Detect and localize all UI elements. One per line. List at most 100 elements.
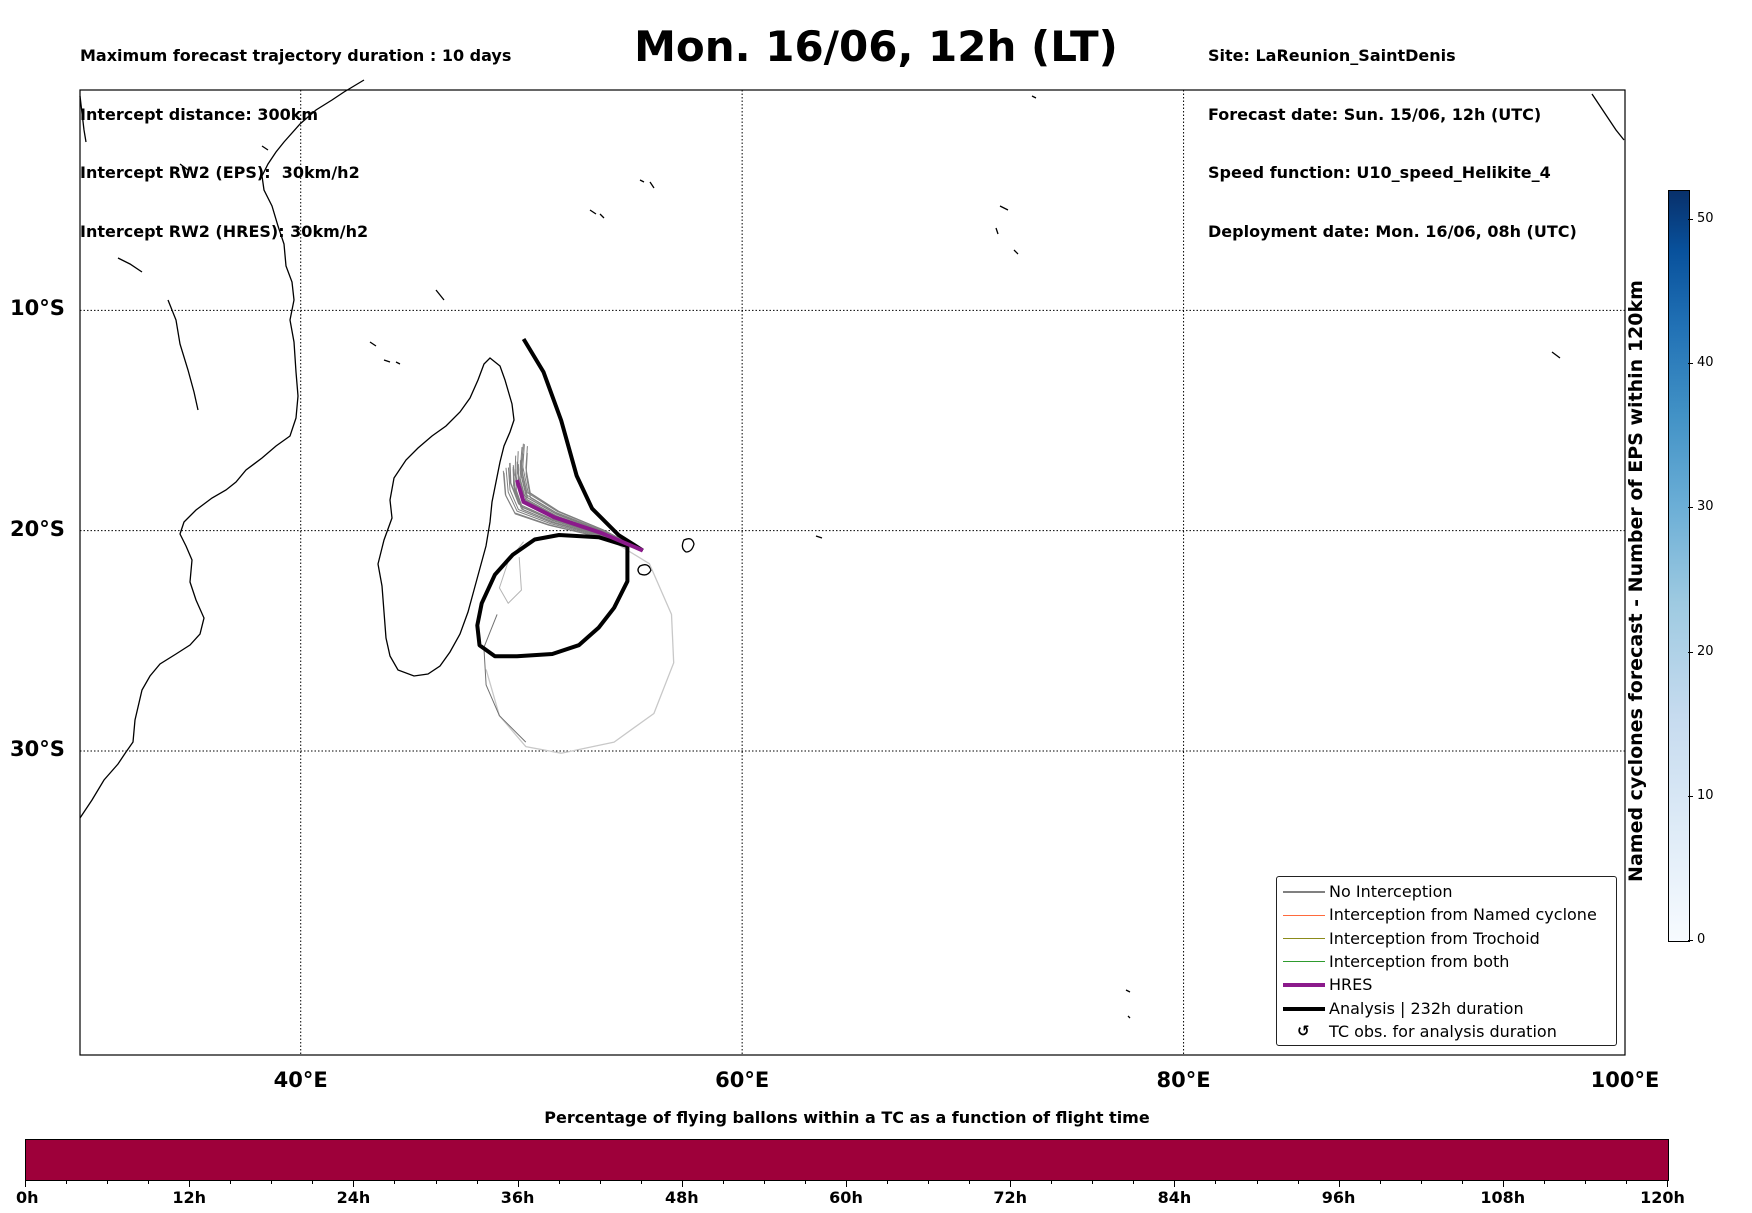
analysis-loop (475, 533, 630, 659)
horizontal-tick (271, 1180, 273, 1184)
vertical-tick-label: 0 (1697, 932, 1706, 947)
vertical-tick (1688, 507, 1693, 509)
comoros-islands (369, 289, 445, 365)
vertical-tick (1688, 795, 1693, 797)
legend-entry: No Interception (1277, 881, 1616, 904)
legend-swatch (1283, 983, 1325, 988)
header-line-duration: Maximum forecast trajectory duration : 1… (80, 46, 512, 65)
main-tracks (475, 337, 644, 659)
ensemble-long-track (485, 538, 675, 754)
header-line-distance: Intercept distance: 300km (80, 104, 319, 124)
zanzibar-islands (117, 145, 269, 273)
vertical-tick-label: 50 (1697, 210, 1714, 226)
horizontal-tick (599, 1180, 601, 1184)
horizontal-tick (1256, 1180, 1258, 1184)
horizontal-tick (804, 1180, 806, 1184)
seychelles-islands (589, 93, 1625, 255)
legend-label: Analysis | 232h duration (1329, 998, 1524, 1018)
legend-swatch (1283, 914, 1325, 916)
header-line-forecast-date: Forecast date: Sun. 15/06, 12h (UTC) (1208, 104, 1542, 124)
africa-coastline (79, 79, 365, 819)
coastlines (79, 79, 1625, 1019)
ensemble-tracks (483, 443, 675, 754)
legend-entry: ↺ TC obs. for analysis duration (1277, 1021, 1616, 1044)
latitude-label: 10°S (10, 296, 65, 321)
legend-label: No Interception (1329, 882, 1453, 901)
horizontal-tick (1379, 1180, 1381, 1184)
horizontal-tick (887, 1180, 889, 1184)
legend: No Interception Interception from Named c… (1276, 876, 1617, 1046)
legend-swatch (1283, 891, 1325, 893)
legend-label: Interception from both (1329, 951, 1510, 971)
legend-label: HRES (1329, 975, 1373, 995)
legend-swatch (1283, 938, 1325, 940)
legend-swatch (1283, 1006, 1325, 1011)
horizontal-tick (1667, 1180, 1668, 1187)
vertical-tick-label: 30 (1697, 499, 1714, 515)
longitude-label: 100°E (1590, 1068, 1660, 1092)
legend-entry: Interception from Named cyclone (1277, 904, 1616, 927)
latitude-label: 30°S (10, 736, 65, 761)
horizontal-tick (722, 1180, 724, 1184)
horizontal-tick (148, 1180, 150, 1184)
horizontal-tick-label: 24h (336, 1188, 371, 1207)
other-islands (815, 351, 1561, 1019)
horizontal-tick (312, 1180, 314, 1184)
horizontal-tick (1215, 1180, 1217, 1184)
horizontal-tick (1010, 1180, 1012, 1187)
horizontal-tick (25, 1180, 26, 1187)
vertical-colorbar-label: Named cyclones forecast - Number of EPS … (1625, 280, 1647, 882)
horizontal-tick (476, 1180, 478, 1184)
horizontal-tick (640, 1180, 642, 1184)
horizontal-tick (1051, 1180, 1053, 1184)
header-left-info: Maximum forecast trajectory duration : 1… (80, 7, 511, 261)
legend-entry: Interception from both (1277, 951, 1616, 974)
horizontal-tick (230, 1180, 232, 1184)
reunion-coastline (637, 564, 652, 576)
hres-track (515, 479, 644, 553)
horizontal-tick (681, 1180, 683, 1187)
horizontal-colorbar (25, 1139, 1669, 1181)
vertical-tick (1688, 651, 1693, 653)
legend-entry: Analysis | 232h duration (1277, 998, 1616, 1021)
header-line-deployment-date: Deployment date: Mon. 16/06, 08h (UTC) (1208, 221, 1577, 241)
horizontal-tick-label: 84h (1157, 1188, 1192, 1207)
main-title: Mon. 16/06, 12h (LT) (634, 22, 1118, 71)
legend-label: Interception from Named cyclone (1329, 905, 1597, 925)
latitude-label: 20°S (10, 516, 65, 541)
legend-entry: Interception from Trochoid (1277, 928, 1616, 951)
map-frame (79, 89, 1626, 1056)
horizontal-tick (1297, 1180, 1299, 1184)
horizontal-tick (558, 1180, 560, 1184)
vertical-tick (1688, 363, 1693, 365)
longitude-label: 40°E (273, 1068, 328, 1092)
header-line-hres: Intercept RW2 (HRES): 30km/h2 (80, 221, 369, 241)
ensemble-track (520, 443, 644, 551)
horizontal-tick-label: 72h (993, 1188, 1028, 1207)
vertical-tick (1688, 940, 1693, 941)
horizontal-tick (1338, 1180, 1340, 1187)
vertical-tick (1688, 218, 1693, 220)
mauritius-coastline (681, 538, 695, 553)
horizontal-tick (517, 1180, 519, 1187)
vertical-tick-label: 40 (1697, 355, 1714, 371)
header-line-speed-function: Speed function: U10_speed_Helikite_4 (1208, 163, 1551, 182)
horizontal-tick (763, 1180, 765, 1184)
lake-malawi (167, 299, 199, 411)
horizontal-tick-label: 0h (15, 1188, 39, 1207)
ensemble-south-track (483, 614, 527, 743)
header-right-info: Site: LaReunion_SaintDenis Forecast date… (1208, 7, 1577, 261)
horizontal-tick (1461, 1180, 1463, 1184)
horizontal-tick-label: 96h (1321, 1188, 1356, 1207)
horizontal-tick (928, 1180, 930, 1184)
header-line-eps: Intercept RW2 (EPS): 30km/h2 (80, 163, 360, 182)
horizontal-tick (969, 1180, 971, 1184)
horn-coastline (79, 95, 87, 143)
vertical-tick-label: 10 (1697, 787, 1714, 803)
horizontal-tick (1543, 1180, 1545, 1184)
ensemble-track (519, 447, 644, 551)
horizontal-tick (394, 1180, 396, 1184)
horizontal-tick-label: 60h (829, 1188, 863, 1207)
horizontal-tick-label: 120h (1640, 1188, 1685, 1207)
